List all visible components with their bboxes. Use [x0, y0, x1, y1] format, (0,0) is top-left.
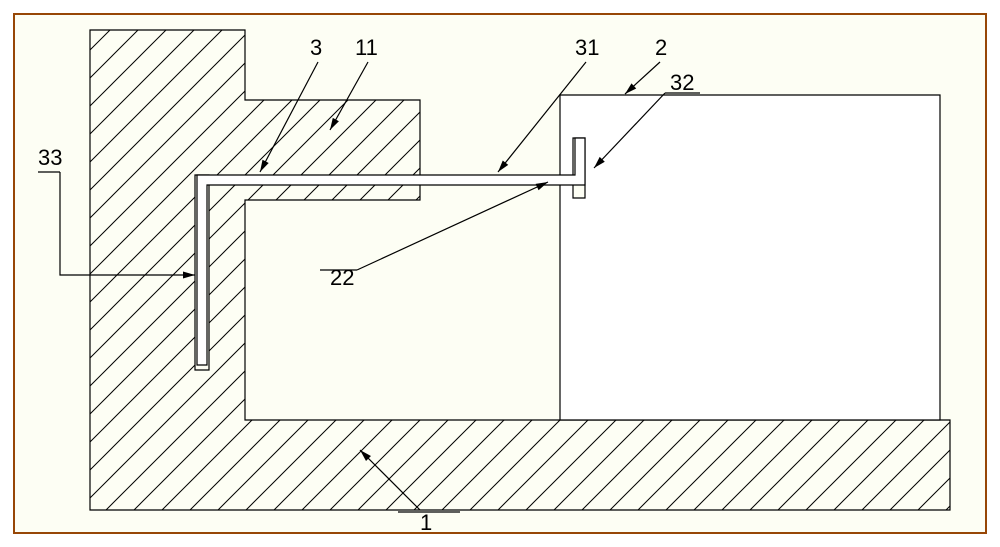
callout-label-1: 1 — [420, 510, 432, 535]
callout-label-33: 33 — [38, 145, 62, 170]
callout-label-11: 11 — [355, 35, 378, 60]
callout-label-2: 2 — [655, 35, 667, 60]
callout-label-31: 31 — [575, 35, 599, 60]
callout-label-32: 32 — [670, 70, 694, 95]
callout-label-22: 22 — [330, 265, 354, 290]
callout-label-3: 3 — [310, 35, 322, 60]
